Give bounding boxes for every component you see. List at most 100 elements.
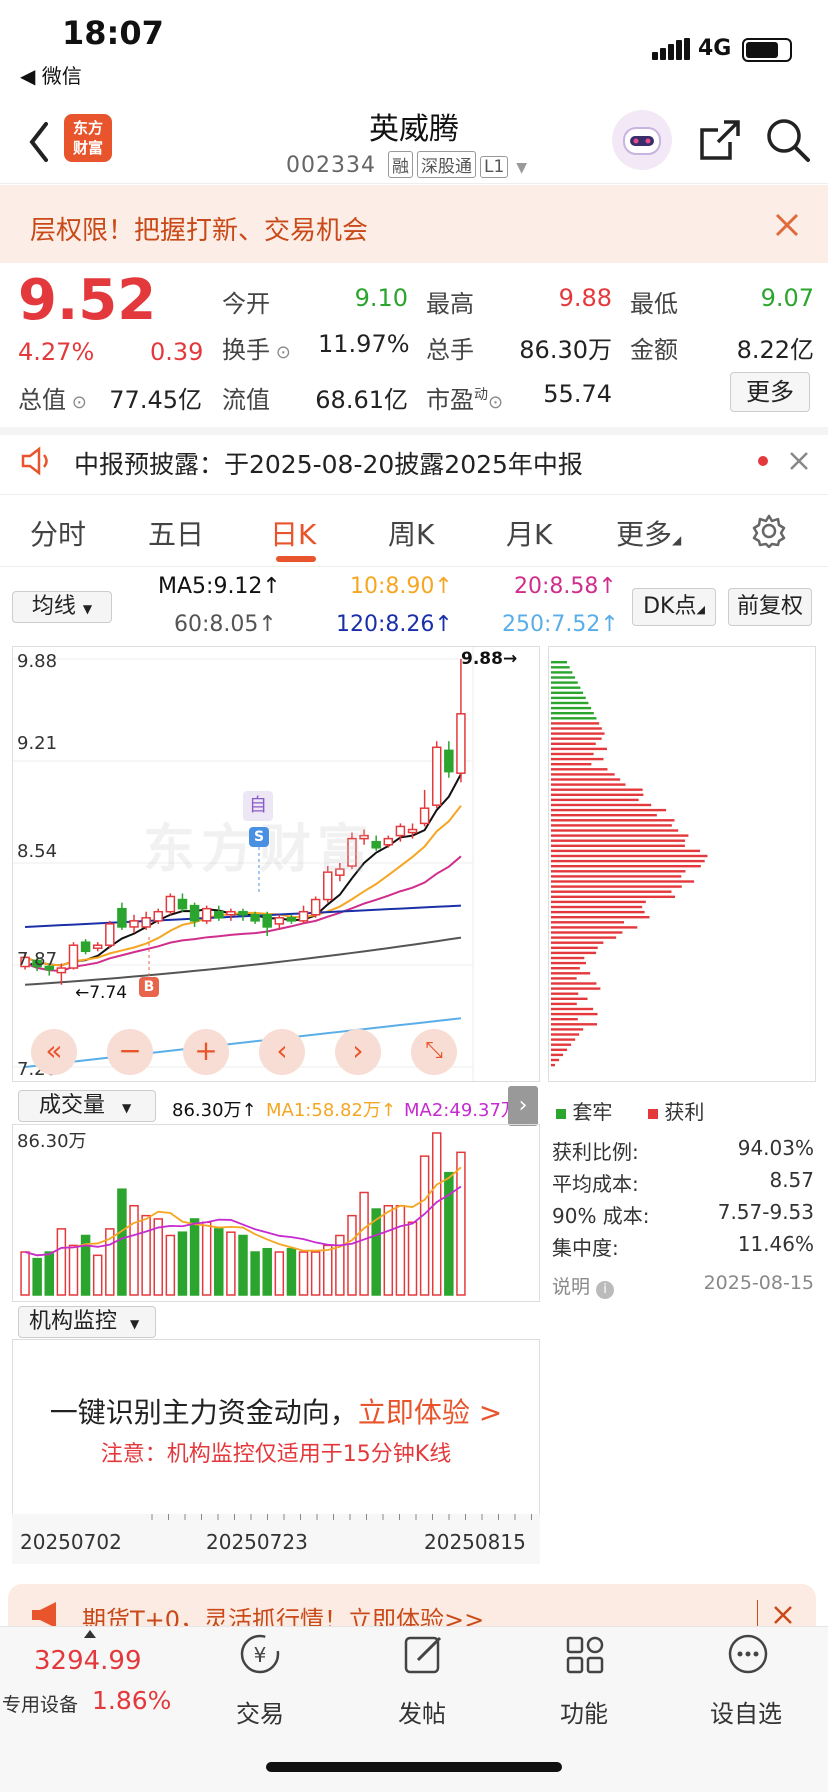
tab-daily-k[interactable]: 日K [270, 513, 316, 553]
self-pick-marker[interactable]: 自 [243, 791, 273, 821]
nav-post[interactable]: 发帖 [372, 1694, 472, 1729]
chip-bar [551, 794, 643, 796]
chip-bar [551, 947, 598, 949]
tab-five-day[interactable]: 五日 [148, 513, 204, 553]
volume-bar [142, 1216, 150, 1295]
low-label: 最低 [630, 284, 678, 319]
speaker-icon [20, 446, 54, 476]
open-value: 9.10 [318, 284, 408, 312]
volume-bar [166, 1235, 174, 1295]
volume-bar [130, 1206, 138, 1295]
tab-weekly-k[interactable]: 周K [388, 513, 434, 553]
scroll-left-button[interactable]: ‹ [259, 1029, 305, 1075]
tab-intraday[interactable]: 分时 [30, 513, 86, 553]
tab-more[interactable]: 更多◢ [616, 513, 681, 553]
volume-bar [360, 1193, 368, 1295]
chip-bar [551, 809, 666, 811]
nav-trade[interactable]: 交易 [210, 1694, 310, 1729]
sector-index-value[interactable]: 3294.99 [34, 1646, 142, 1676]
chip-note-link[interactable]: 说明 i [552, 1272, 614, 1299]
institution-selector[interactable]: 机构监控 ▼ [18, 1306, 156, 1338]
volume-bar [227, 1232, 235, 1295]
nav-functions[interactable]: 功能 [534, 1694, 634, 1729]
high-label: 最高 [426, 284, 474, 319]
close-icon[interactable] [788, 450, 810, 472]
stock-code: 002334 [286, 153, 376, 178]
mktcap-label: 总值 ⊙ [18, 380, 87, 415]
volume-bar [263, 1249, 271, 1295]
ma-selector[interactable]: 均线 ▼ [12, 591, 112, 623]
fullscreen-icon[interactable]: ⤡ [411, 1029, 457, 1075]
candle-body [409, 830, 417, 833]
volume-bar [300, 1252, 308, 1295]
date-tick-3: 20250815 [424, 1530, 526, 1554]
candle-body [287, 918, 295, 921]
chip-bar [551, 1033, 579, 1035]
chip-bar [551, 1059, 559, 1061]
back-to-app-link[interactable]: ◀ 微信 [20, 60, 82, 89]
chip-bar [551, 967, 580, 969]
volume-chart[interactable]: 86.30万 [12, 1124, 540, 1302]
candle-body [300, 912, 308, 921]
close-icon[interactable] [774, 212, 800, 238]
volume-bar [154, 1219, 162, 1295]
chip-bar [551, 763, 591, 765]
volume-bar [118, 1189, 126, 1295]
tag-level: L1 [480, 156, 508, 178]
kline-chart[interactable]: 东方财富 9.88 9.21 8.54 7.87 7.20 9.88→ ←7.7… [12, 646, 540, 1082]
candle-body [166, 896, 174, 911]
candle-body [118, 909, 126, 927]
chip-bar [551, 972, 590, 974]
concentration-value: 11.46% [738, 1232, 814, 1256]
collapse-arrow-icon[interactable] [84, 1630, 96, 1638]
volume-bar [178, 1232, 186, 1295]
volume-bar [384, 1206, 392, 1295]
chip-bar [551, 814, 657, 816]
chip-bar [551, 916, 650, 918]
settings-gear-icon[interactable] [752, 514, 786, 548]
sell-marker[interactable]: S [249, 827, 269, 847]
chip-bar [551, 758, 603, 760]
nav-add-watchlist[interactable]: 设自选 [696, 1694, 796, 1729]
promo-banner-text: 层权限！把握打新、交易机会 [30, 210, 368, 247]
candle-body [106, 924, 114, 945]
more-quote-button[interactable]: 更多 [730, 372, 810, 412]
robot-assistant-icon[interactable] [612, 110, 672, 170]
legend-profit: 获利 [648, 1096, 704, 1125]
compose-post-icon [402, 1632, 446, 1676]
buy-marker[interactable]: B [139, 977, 159, 997]
chip-bar [551, 1054, 563, 1056]
share-icon[interactable] [698, 118, 742, 162]
chip-bar [551, 987, 600, 989]
try-now-link[interactable]: 立即体验 > [358, 1396, 502, 1429]
close-icon[interactable] [772, 1604, 794, 1626]
chip-bar [551, 1018, 578, 1020]
chip-bar [551, 891, 671, 893]
zoom-out-button[interactable]: − [107, 1029, 153, 1075]
zoom-in-button[interactable]: + [183, 1029, 229, 1075]
profit-ratio-value: 94.03% [738, 1136, 814, 1160]
candle-body [396, 826, 404, 835]
chip-bar [551, 875, 681, 877]
search-icon[interactable] [764, 116, 812, 164]
scroll-left-fast-button[interactable]: « [31, 1029, 77, 1075]
chip-bar [551, 824, 672, 826]
ma10-value: 10:8.90↑ [350, 574, 453, 599]
chip-bar [551, 931, 622, 933]
adjust-mode-button[interactable]: 前复权 [728, 588, 812, 626]
indicator-selector[interactable]: 成交量 ▼ [18, 1090, 156, 1122]
scroll-right-button[interactable]: › [335, 1029, 381, 1075]
turnover-label: 换手 ⊙ [222, 330, 291, 365]
candle-body [384, 839, 392, 845]
sector-name: 专用设备 [2, 1690, 78, 1717]
chip-bar [551, 880, 694, 882]
tab-monthly-k[interactable]: 月K [506, 513, 552, 553]
ma5-value: MA5:9.12↑ [158, 574, 281, 599]
chip-bar [551, 661, 567, 663]
chip-bar [551, 901, 646, 903]
dk-point-button[interactable]: DK点◢ [632, 588, 716, 626]
y-tick-3: 8.54 [17, 841, 57, 862]
chip-bar [551, 850, 700, 852]
expand-panel-button[interactable]: › [508, 1086, 538, 1126]
chip-bar [551, 906, 642, 908]
